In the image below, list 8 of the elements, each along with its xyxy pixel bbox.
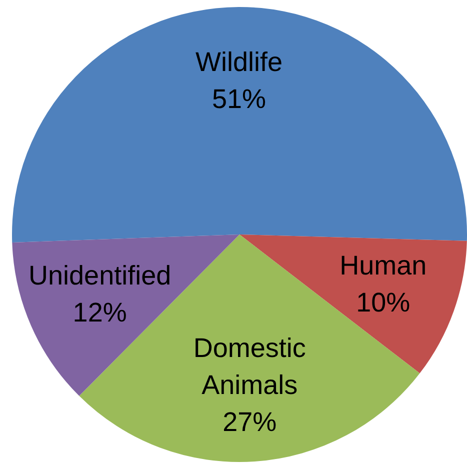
slice-label: Wildlife [195,47,282,78]
data-label: 51% [212,84,266,114]
slice-label: Unidentified [28,260,172,290]
data-label: 12% [72,297,127,328]
slice-label: Human [340,250,427,281]
slice-label: Domestic Animals [193,333,306,400]
data-label: 27% [222,407,277,438]
data-label: 10% [356,288,410,318]
